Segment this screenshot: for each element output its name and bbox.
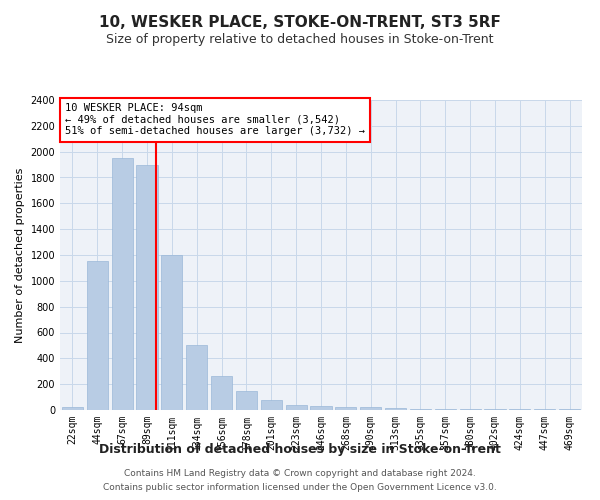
- Text: 10 WESKER PLACE: 94sqm
← 49% of detached houses are smaller (3,542)
51% of semi-: 10 WESKER PLACE: 94sqm ← 49% of detached…: [65, 103, 365, 136]
- Bar: [435, 409, 456, 410]
- Bar: [236, 390, 257, 410]
- Bar: [310, 406, 332, 410]
- Text: Contains HM Land Registry data © Crown copyright and database right 2024.: Contains HM Land Registry data © Crown c…: [124, 468, 476, 477]
- Bar: [136, 164, 158, 410]
- Text: 10, WESKER PLACE, STOKE-ON-TRENT, ST3 5RF: 10, WESKER PLACE, STOKE-ON-TRENT, ST3 5R…: [99, 15, 501, 30]
- Bar: [410, 409, 431, 410]
- Bar: [87, 262, 108, 410]
- Bar: [335, 407, 356, 410]
- Bar: [360, 407, 381, 410]
- Bar: [385, 408, 406, 410]
- Bar: [112, 158, 133, 410]
- Bar: [186, 346, 207, 410]
- Bar: [161, 255, 182, 410]
- Text: Contains public sector information licensed under the Open Government Licence v3: Contains public sector information licen…: [103, 484, 497, 492]
- Text: Size of property relative to detached houses in Stoke-on-Trent: Size of property relative to detached ho…: [106, 32, 494, 46]
- Text: Distribution of detached houses by size in Stoke-on-Trent: Distribution of detached houses by size …: [99, 442, 501, 456]
- Y-axis label: Number of detached properties: Number of detached properties: [15, 168, 25, 342]
- Bar: [261, 400, 282, 410]
- Bar: [286, 405, 307, 410]
- Bar: [62, 407, 83, 410]
- Bar: [211, 376, 232, 410]
